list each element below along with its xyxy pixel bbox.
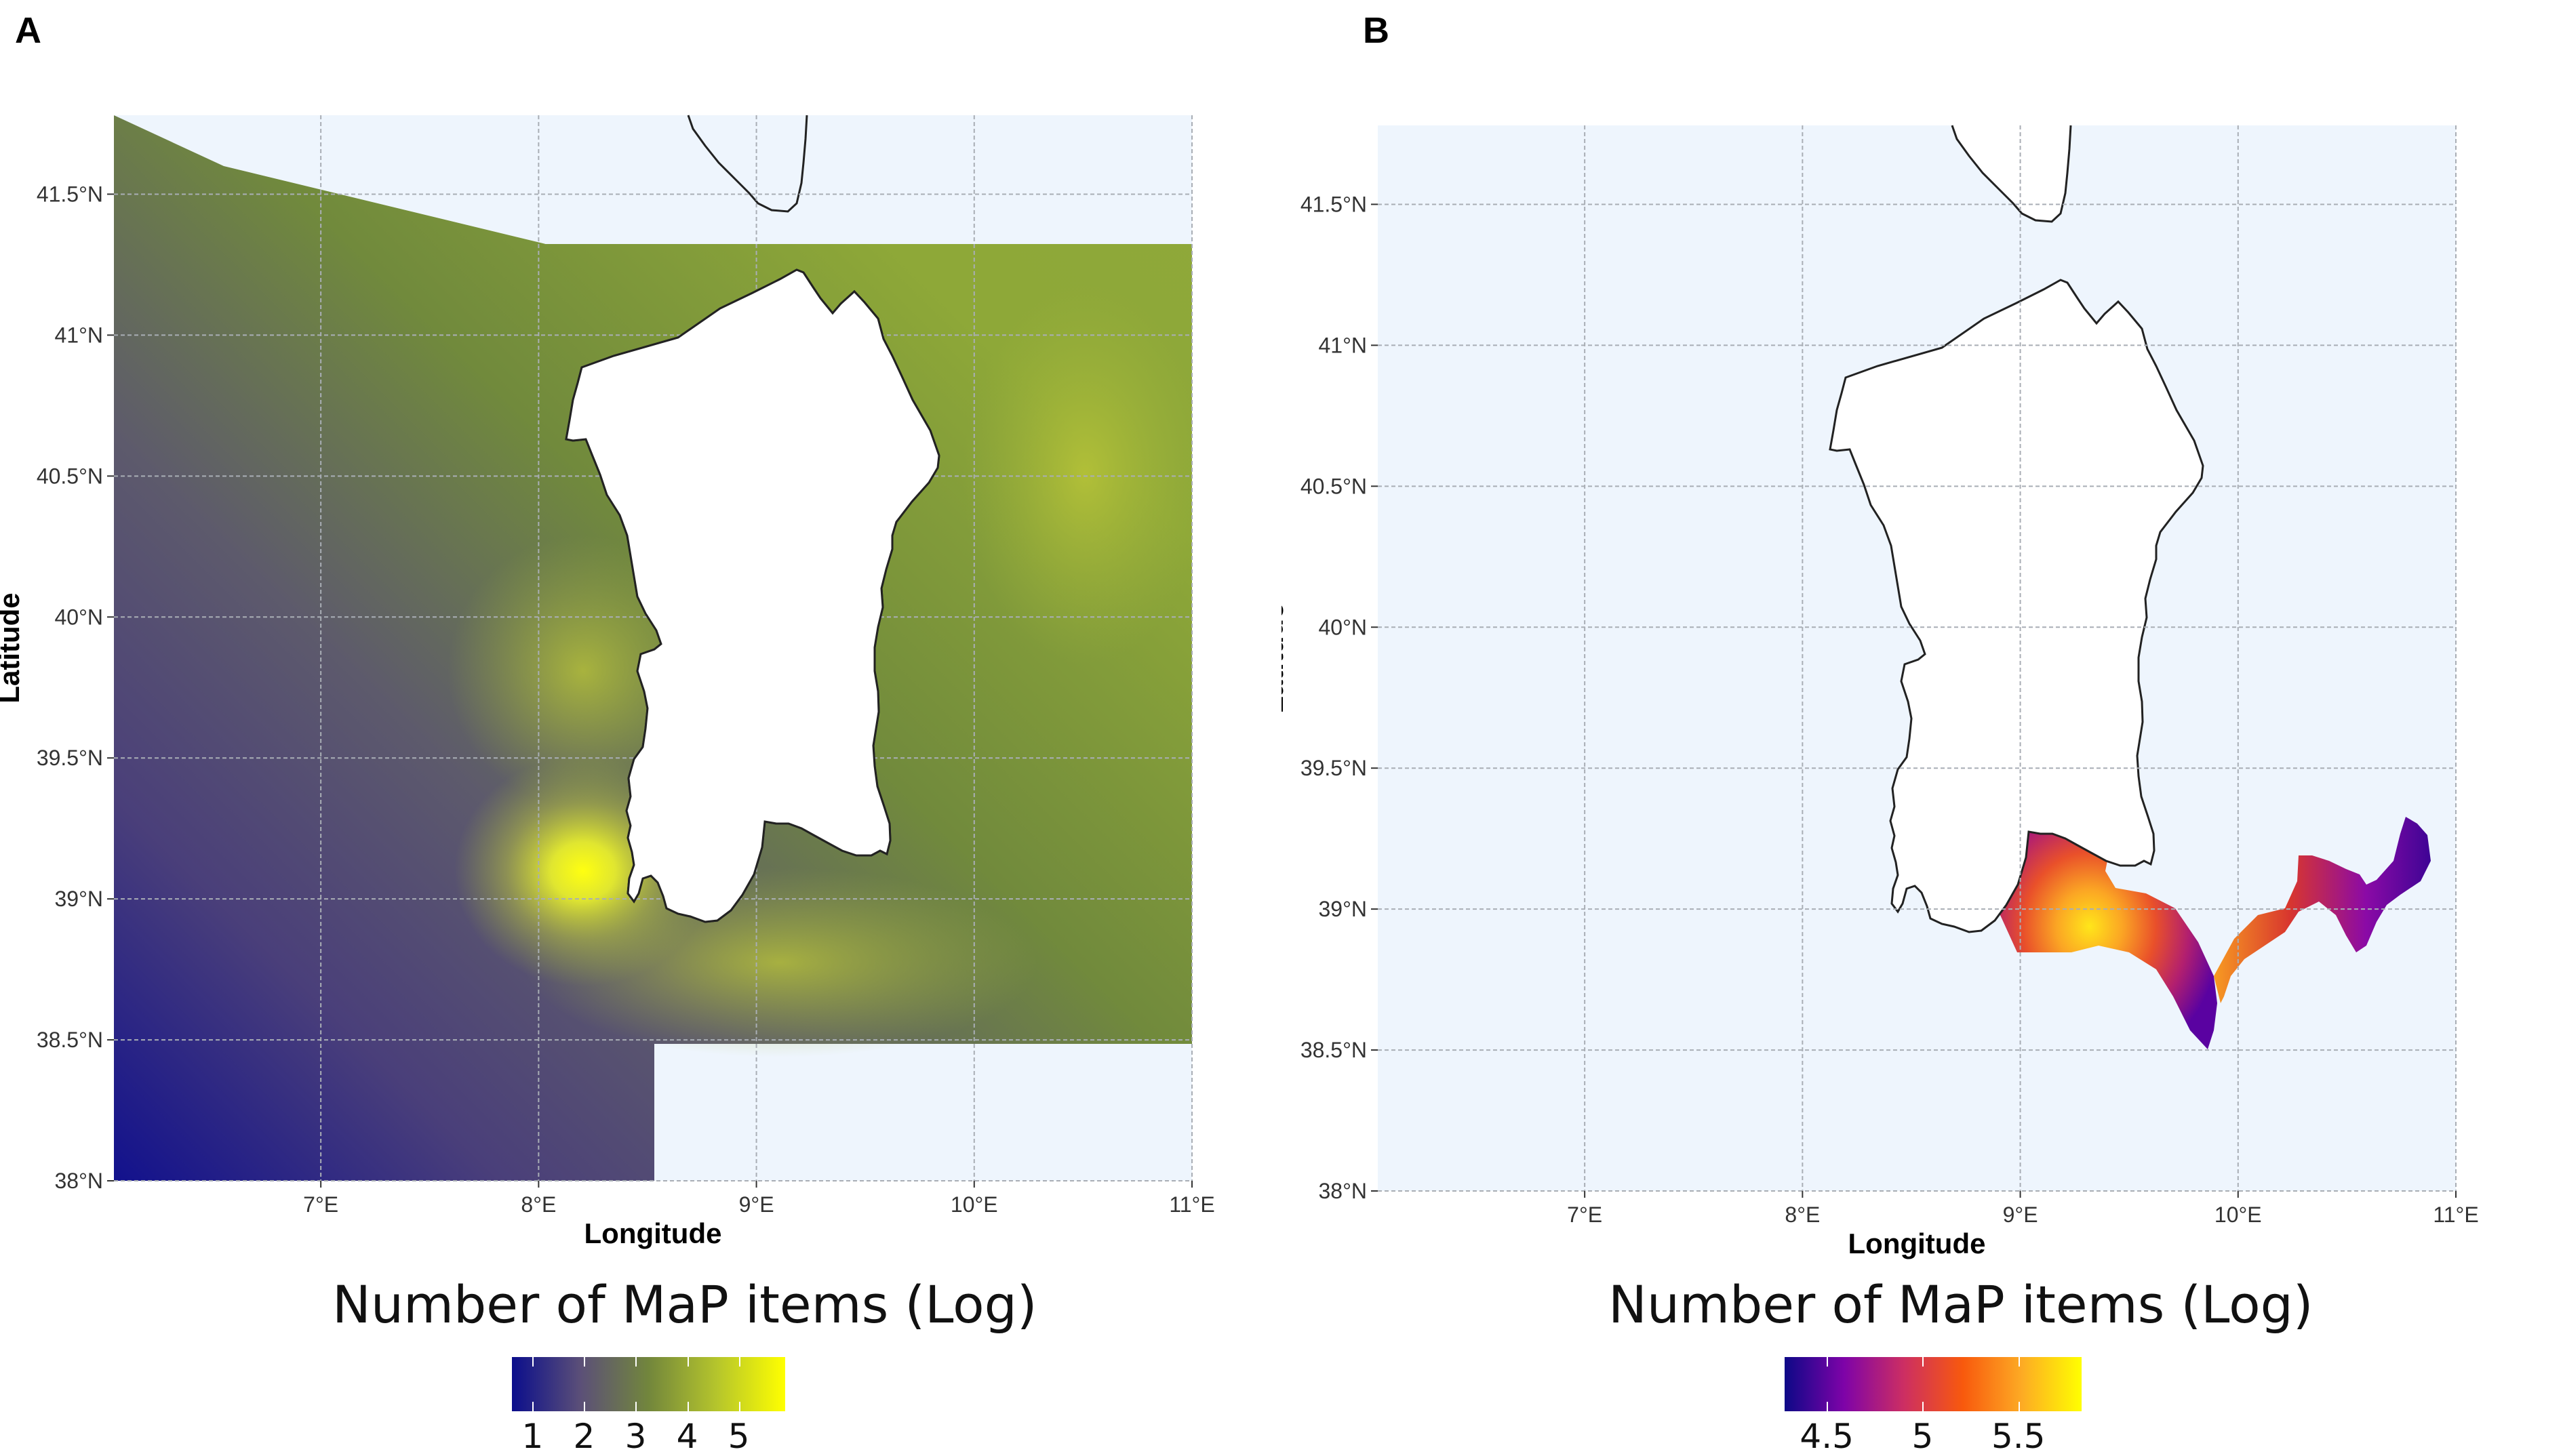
y-axis-title: Latitude [0,592,25,703]
x-tick-label: 9°E [739,1192,774,1217]
legend-a-colorbar [512,1357,785,1411]
density-blob-southwest [1997,803,2217,1049]
colorbar-tick-mark [532,1402,534,1411]
colorbar-tick-mark [738,1357,740,1367]
y-tick-label: 40.5°N [1300,474,1367,498]
sea-background [1378,125,2456,1191]
colorbar-tick-label: 4.5 [1800,1417,1854,1456]
x-tick-label: 7°E [1567,1202,1602,1227]
y-tick-label: 41°N [55,323,104,347]
colorbar-tick-mark [687,1357,689,1367]
colorbar-tick-mark [687,1402,689,1411]
map-panel-a: 7°E 8°E 9°E 10°E 11°E 38°N 38.5°N 39°N 39.5°N 40°… [0,115,1215,1249]
x-tick-label: 10°E [951,1192,998,1217]
y-tick-label: 38°N [55,1169,104,1193]
colorbar-tick-mark [584,1357,586,1367]
corsica-outline [1951,125,2072,223]
y-tick-label: 39°N [55,887,104,911]
colorbar-tick-mark [1922,1357,1924,1367]
density-glow-south [522,868,1037,1057]
x-axis-title: Longitude [1848,1228,1986,1259]
colorbar-tick-mark [2018,1402,2020,1411]
sardinia-island [1829,279,2204,933]
colorbar-tick-label: 5.5 [1991,1417,2046,1456]
y-axis-title: Latitude [1282,603,1289,713]
y-tick-label: 41.5°N [37,182,103,206]
legend-b-colorbar [1785,1357,2082,1411]
y-tick-label: 39°N [1319,897,1368,921]
x-tick-label: 9°E [2003,1202,2038,1227]
colorbar-tick-label: 3 [624,1417,647,1456]
sardinia-island-top [565,268,940,923]
x-axis-title: Longitude [584,1217,722,1249]
colorbar-tick-mark [532,1357,534,1367]
x-tick-label: 10°E [2214,1202,2262,1227]
colorbar-tick-label: 2 [573,1417,595,1456]
density-blob-south [2214,817,2431,1003]
x-tick-label: 8°E [521,1192,556,1217]
legend-a-title: Number of MaP items (Log) [332,1274,1037,1335]
y-tick-label: 41°N [1319,333,1368,357]
legend-b-ticks: 4.5 5 5.5 [1785,1417,2082,1456]
legend-b-title: Number of MaP items (Log) [1608,1274,2313,1335]
colorbar-tick-label: 5 [728,1417,750,1456]
colorbar-tick-mark [2018,1357,2020,1367]
colorbar-tick-label: 1 [521,1417,544,1456]
colorbar-tick-mark [1827,1357,1829,1367]
y-tick-label: 38.5°N [37,1028,103,1052]
colorbar-tick-mark [738,1402,740,1411]
raster-edge-2 [114,115,546,244]
colorbar-tick-mark [584,1402,586,1411]
density-glow-east [963,285,1192,664]
y-tick-label: 40°N [1319,615,1368,639]
colorbar-tick-mark [635,1357,637,1367]
y-tick-label: 38.5°N [1300,1038,1367,1062]
y-tick-label: 40°N [55,605,104,629]
x-tick-label: 11°E [2433,1202,2478,1227]
map-panel-b: 7°E 8°E 9°E 10°E 11°E 38°N 38.5°N 39°N 39.5°N 40°… [1282,125,2479,1259]
x-tick-label: 8°E [1785,1202,1820,1227]
colorbar-tick-mark [1922,1402,1924,1411]
colorbar-tick-label: 5 [1911,1417,1934,1456]
panel-a-label: A [15,10,41,51]
corsica-outline [687,115,808,213]
y-tick-label: 39.5°N [1300,756,1367,780]
y-tick-label: 39.5°N [37,746,103,770]
x-tick-label: 11°E [1169,1192,1214,1217]
y-tick-label: 41.5°N [1300,192,1367,216]
panel-b-label: B [1363,10,1389,51]
y-tick-label: 40.5°N [37,464,103,488]
colorbar-tick-label: 4 [676,1417,698,1456]
colorbar-tick-mark [635,1402,637,1411]
colorbar-tick-mark [1827,1402,1829,1411]
y-tick-label: 38°N [1319,1179,1368,1203]
x-tick-label: 7°E [303,1192,338,1217]
